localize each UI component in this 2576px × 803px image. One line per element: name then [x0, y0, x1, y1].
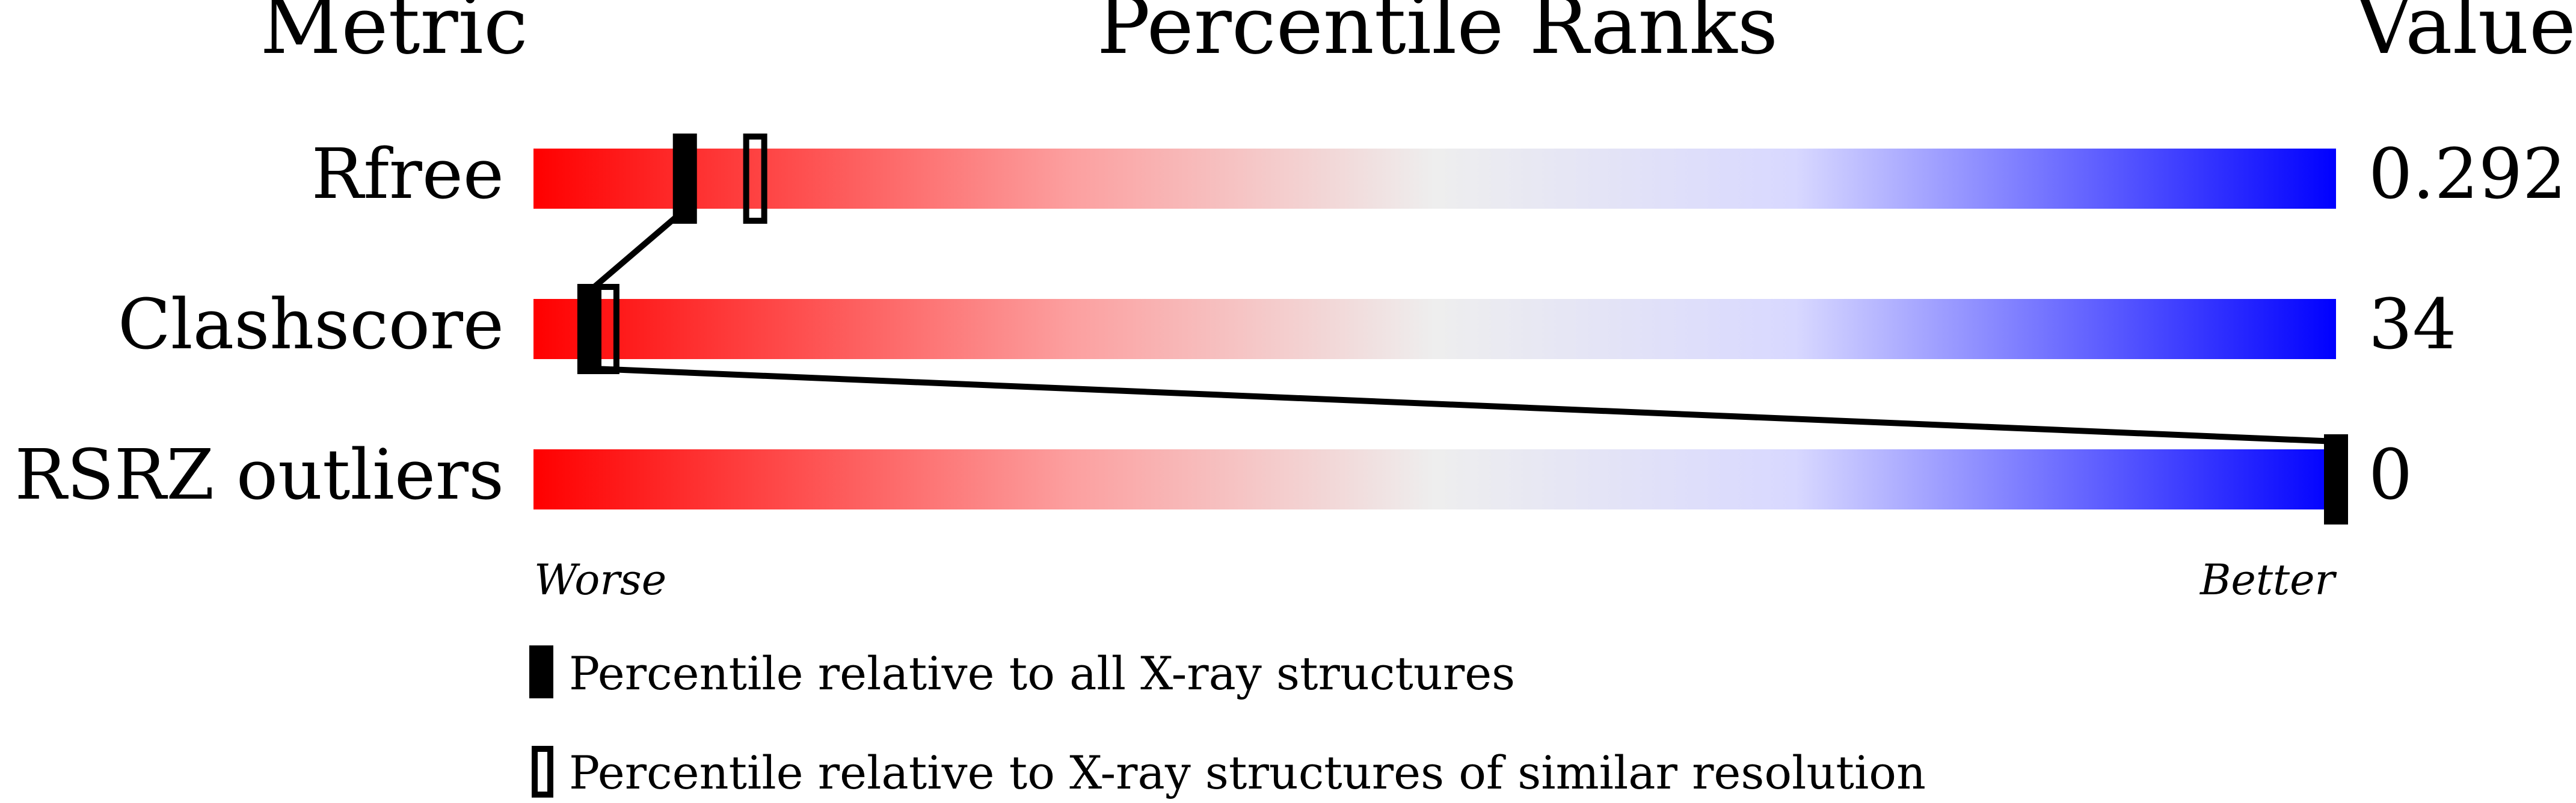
better-label: Better — [2199, 555, 2337, 605]
legend-label-similar: Percentile relative to X-ray structures … — [569, 746, 1926, 799]
metric-value: 0 — [2369, 435, 2412, 515]
header-value: Value — [2354, 0, 2576, 72]
header-percentile-ranks: Percentile Ranks — [1097, 0, 1778, 72]
metric-value: 34 — [2369, 285, 2456, 365]
percentile-bar — [533, 149, 2336, 209]
connector-line — [587, 215, 677, 294]
percentile-similar-marker — [743, 134, 767, 224]
legend-open-marker-icon — [532, 746, 553, 798]
metric-value: 0.292 — [2369, 134, 2566, 215]
metric-label: RSRZ outliers — [14, 435, 504, 515]
percentile-bar — [533, 299, 2336, 359]
percentile-bar — [533, 449, 2336, 509]
percentile-all-marker — [577, 284, 601, 374]
header-metric: Metric — [260, 0, 528, 72]
percentile-all-marker — [672, 134, 697, 224]
worse-label: Worse — [534, 555, 666, 605]
connector-line — [579, 365, 2337, 445]
connector-lines — [579, 215, 2337, 445]
metric-label: Clashscore — [118, 285, 504, 365]
legend-label-all: Percentile relative to all X-ray structu… — [569, 647, 1515, 700]
legend-filled-marker-icon — [529, 645, 553, 698]
percentile-all-marker — [2324, 434, 2348, 525]
metric-label: Rfree — [312, 134, 504, 215]
